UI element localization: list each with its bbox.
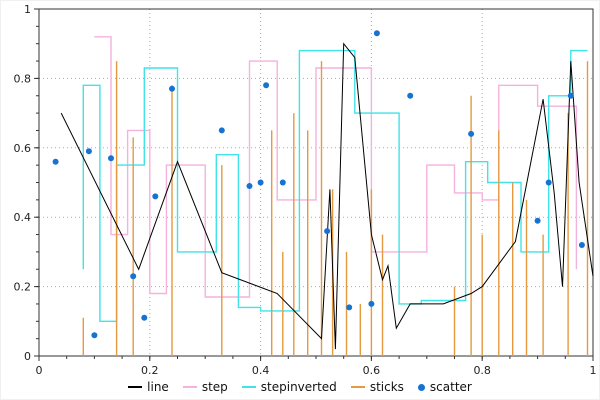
legend-swatch-line <box>128 386 143 388</box>
legend-item-stepinverted: stepinverted <box>241 380 337 394</box>
legend-swatch-scatter <box>417 383 425 391</box>
series-sticks <box>82 61 589 356</box>
series-step <box>94 36 578 298</box>
legend-label-step: step <box>201 380 228 394</box>
y-tick-label: 0 <box>24 350 31 363</box>
x-tick-label: 0.4 <box>252 364 270 377</box>
series-stepinverted <box>82 49 588 322</box>
x-tick-label: 0.8 <box>473 364 491 377</box>
y-tick-label: 0.4 <box>14 211 32 224</box>
legend-label-stepinverted: stepinverted <box>260 380 337 394</box>
legend-label-scatter: scatter <box>429 380 472 394</box>
series-scatter <box>52 30 585 339</box>
legend-item-line: line <box>128 381 169 393</box>
legend-swatch-step <box>182 386 197 388</box>
y-tick-label: 1 <box>24 3 31 16</box>
x-tick-label: 0.2 <box>141 364 159 377</box>
y-tick-label: 0.6 <box>14 142 32 155</box>
y-tick-label: 0.2 <box>14 281 32 294</box>
chart-legend: line step stepinverted sticks scatter <box>1 381 599 393</box>
x-tick-label: 1 <box>590 364 597 377</box>
x-tick-label: 0 <box>36 364 43 377</box>
legend-label-line: line <box>147 380 169 394</box>
legend-item-step: step <box>182 380 228 394</box>
series-line <box>60 42 594 350</box>
legend-swatch-stepinverted <box>241 386 256 388</box>
y-tick-label: 0.8 <box>14 72 32 85</box>
legend-item-sticks: sticks <box>350 380 404 394</box>
legend-swatch-sticks <box>350 386 365 388</box>
legend-label-sticks: sticks <box>369 380 404 394</box>
x-tick-label: 0.6 <box>363 364 381 377</box>
legend-item-scatter: scatter <box>417 380 472 394</box>
